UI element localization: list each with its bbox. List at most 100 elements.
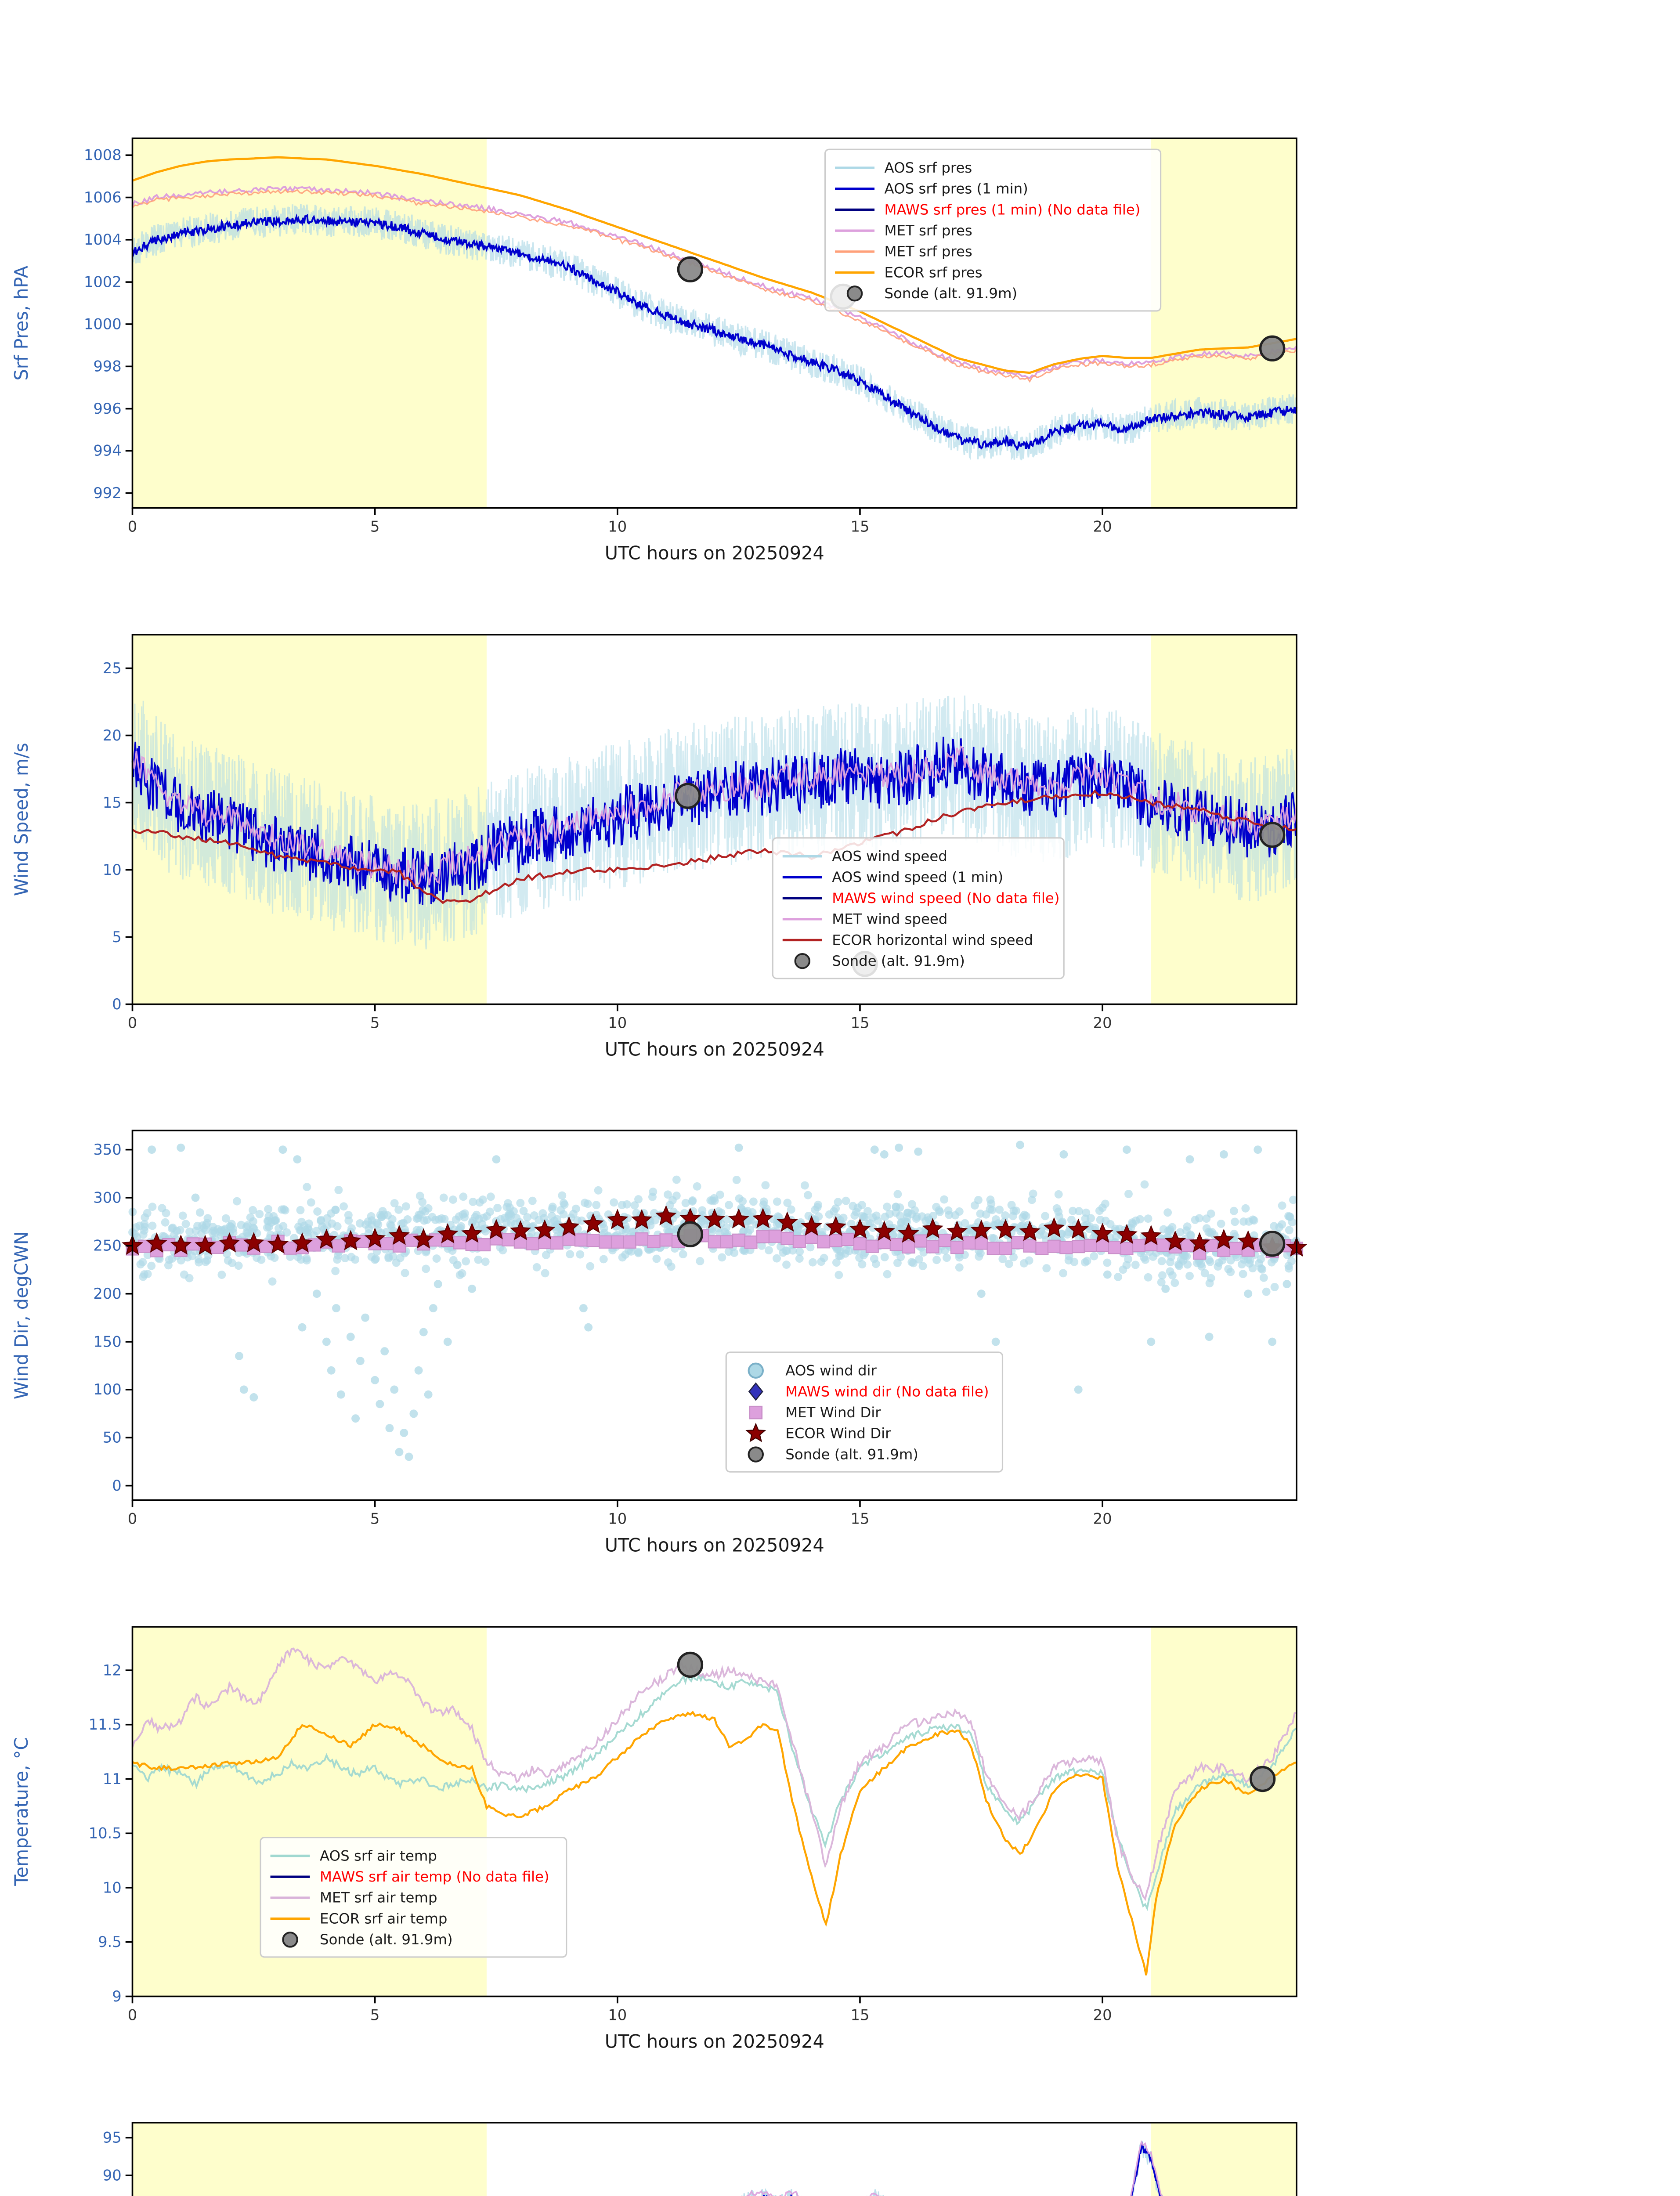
scatter-point [458, 1269, 466, 1278]
star-marker [1213, 1228, 1235, 1250]
scatter-point [506, 1219, 515, 1228]
scatter-point [519, 1206, 528, 1215]
scatter-point [1016, 1141, 1024, 1149]
star-marker [655, 1205, 677, 1226]
y-tick-label: 15 [103, 794, 122, 811]
star-marker [170, 1235, 192, 1255]
scatter-point [860, 1213, 869, 1221]
scatter-point [161, 1218, 170, 1227]
scatter-point [732, 1176, 741, 1184]
scatter-point [664, 1258, 672, 1267]
scatter-point [903, 1209, 912, 1217]
square-marker [926, 1240, 939, 1253]
star-marker [388, 1224, 410, 1245]
y-tick-label: 1008 [84, 147, 122, 164]
scatter-point [371, 1376, 379, 1384]
xlabel: UTC hours on 20250924 [605, 1039, 824, 1060]
star-marker [267, 1233, 289, 1254]
square-marker [599, 1235, 612, 1249]
scatter-point [576, 1250, 585, 1259]
panel-wind-speed-chart: 0 5 10 15 20 25 0 5 10 15 20 UTC hours on 20250924 W… [0, 618, 1680, 1115]
scatter-point [344, 1216, 353, 1225]
scatter-point [804, 1191, 813, 1199]
scatter-point [883, 1203, 892, 1211]
scatter-point [1090, 1252, 1098, 1261]
scatter-point [203, 1214, 212, 1223]
sonde-marker [1259, 1231, 1286, 1257]
x-tick-label: 20 [1093, 1510, 1112, 1528]
scatter-point [873, 1216, 882, 1225]
scatter-point [475, 1198, 484, 1207]
scatter-point [243, 1229, 252, 1238]
scatter-point [961, 1219, 969, 1228]
legend-entry-label: MET Wind Dir [785, 1404, 881, 1421]
scatter-point [474, 1255, 483, 1264]
square-marker [732, 1233, 746, 1247]
scatter-point [331, 1267, 340, 1275]
series-met-srf-pres [131, 185, 1297, 379]
y-tick-label: 992 [93, 484, 121, 502]
scatter-point [573, 1216, 582, 1225]
axes-frame [131, 633, 1297, 1005]
square-marker [538, 1235, 552, 1249]
ylabel: Wind Dir, degCWN [11, 1231, 32, 1399]
scatter-point [327, 1366, 336, 1375]
scatter-point [808, 1258, 817, 1267]
y-tick-label: 0 [112, 995, 121, 1012]
scatter-point [395, 1448, 404, 1456]
scatter-point [734, 1143, 743, 1152]
series-ecor-srf-pres [132, 156, 1297, 374]
legend-entry-label: ECOR horizontal wind speed [832, 932, 1033, 948]
scatter-point [481, 1257, 490, 1266]
scatter-point [468, 1285, 477, 1293]
scatter-point [530, 1211, 538, 1220]
star-marker [995, 1219, 1016, 1239]
star-marker [558, 1216, 580, 1236]
scatter-point [264, 1205, 273, 1214]
scatter-point [336, 1390, 345, 1399]
scatter-point [1144, 1214, 1153, 1223]
scatter-point [512, 1214, 521, 1222]
x-tick-label: 0 [128, 1014, 137, 1031]
x-tick-label: 10 [608, 2006, 627, 2023]
scatter-point [909, 1259, 918, 1268]
scatter-point [392, 1258, 401, 1267]
scatter-point [481, 1224, 490, 1233]
square-marker [829, 1234, 843, 1247]
y-tick-label: 10 [103, 1879, 122, 1896]
scatter-point [1239, 1270, 1247, 1279]
x-tick-label: 10 [608, 1014, 627, 1031]
scatter-point [1285, 1212, 1294, 1221]
scatter-point [486, 1207, 494, 1216]
scatter-point [548, 1203, 557, 1211]
square-marker [744, 1235, 758, 1249]
scatter-point [836, 1251, 845, 1260]
scatter-point [409, 1409, 418, 1418]
scatter-point [523, 1213, 532, 1221]
legend-entry-label: MET srf pres [885, 222, 972, 239]
x-tick-label: 15 [850, 2006, 869, 2023]
scatter-point [233, 1197, 241, 1206]
square-marker [1156, 1238, 1170, 1252]
scatter-point [955, 1263, 964, 1272]
scatter-point [883, 1270, 892, 1279]
y-tick-label: 1006 [84, 189, 122, 206]
scatter-point [1141, 1255, 1150, 1264]
scatter-point [257, 1255, 266, 1264]
scatter-point [143, 1251, 152, 1259]
star-marker [1140, 1224, 1162, 1246]
scatter-point [1289, 1196, 1297, 1204]
scatter-point [795, 1247, 804, 1256]
scatter-point [434, 1280, 442, 1289]
scatter-point [217, 1271, 226, 1279]
star-marker [1092, 1222, 1113, 1243]
scatter-point [1128, 1219, 1137, 1228]
scatter-point [1230, 1229, 1239, 1238]
scatter-point [1103, 1258, 1112, 1267]
ylabel: Temperature, °C [11, 1737, 32, 1886]
scatter-point [814, 1200, 823, 1209]
scatter-point [237, 1221, 246, 1229]
scatter-point [429, 1304, 437, 1312]
y-tick-label: 10 [103, 861, 122, 878]
scatter-point [1248, 1264, 1257, 1273]
